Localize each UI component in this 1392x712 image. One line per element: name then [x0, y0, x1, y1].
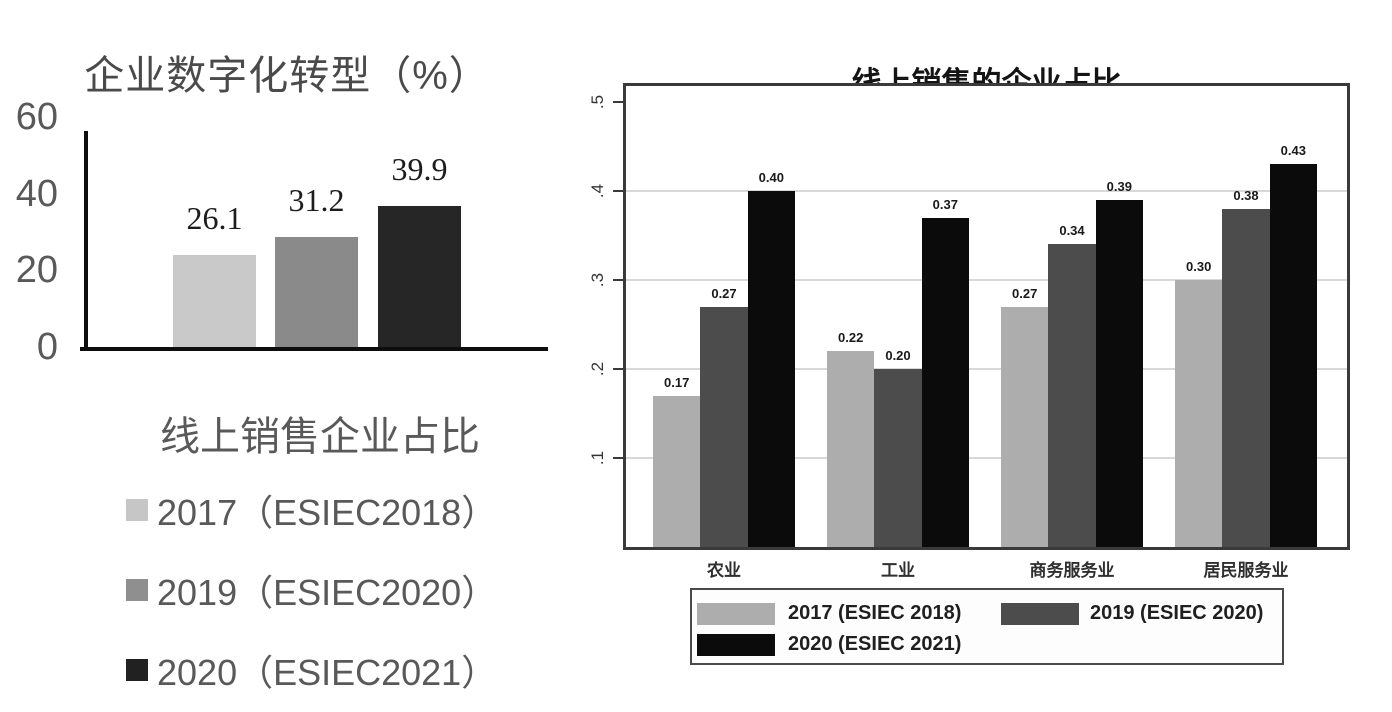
- left-legend-swatch: [126, 499, 148, 521]
- right-legend-swatch: [697, 603, 775, 625]
- right-y-tick-label: .4: [588, 183, 607, 199]
- right-bar-value-label: 0.30: [1186, 259, 1212, 274]
- right-bar-value-label: 0.20: [885, 348, 911, 363]
- right-legend-label: 2019 (ESIEC 2020): [1090, 602, 1264, 624]
- gridline: [626, 457, 1347, 459]
- right-y-tick-label: .5: [588, 94, 607, 110]
- right-y-tick-label: .1: [588, 450, 607, 466]
- right-bar-s1-g2: [1048, 244, 1096, 547]
- right-bar-value-label: 0.27: [1012, 286, 1038, 301]
- right-legend-label: 2017 (ESIEC 2018): [788, 602, 962, 624]
- left-bar-0: [173, 255, 256, 347]
- left-bar-value-label: 26.1: [186, 200, 243, 236]
- left-legend-item-1: 2019（ESIEC2020）: [126, 568, 497, 613]
- left-legend-title: 线上销售企业占比: [160, 415, 480, 459]
- right-y-tick-label: .2: [588, 361, 607, 377]
- left-legend-swatch: [126, 659, 148, 681]
- right-bar-value-label: 0.39: [1106, 179, 1132, 194]
- left-bar-value-label: 39.9: [391, 151, 448, 187]
- gridline: [626, 279, 1347, 281]
- right-bar-s2-g2: [1095, 200, 1143, 547]
- right-legend-swatch: [1001, 603, 1079, 625]
- left-bar-1: [275, 237, 358, 347]
- left-y-tick-label: 60: [15, 96, 58, 139]
- right-bar-value-label: 0.40: [758, 170, 784, 185]
- left-legend-item-0: 2017（ESIEC2018）: [126, 488, 497, 533]
- right-bar-value-label: 0.38: [1233, 188, 1259, 203]
- left-chart-title: 企业数字化转型（%）: [84, 54, 490, 99]
- right-category-label: 工业: [881, 561, 915, 580]
- gridline: [626, 368, 1347, 370]
- left-x-axis-line: [80, 347, 548, 351]
- right-category-label: 居民服务业: [1203, 561, 1289, 580]
- right-legend-label: 2020 (ESIEC 2021): [788, 633, 962, 655]
- right-bar-s0-g0: [653, 396, 701, 547]
- left-y-axis-line: [84, 131, 88, 349]
- left-legend-label: 2020（ESIEC2021）: [157, 652, 498, 693]
- right-plot-area: 0.17 0.22 0.27 0.30 0.27 0.20 0.34 0.38 0.40 0.37…: [623, 83, 1350, 550]
- right-bar-s1-g3: [1222, 209, 1270, 547]
- right-bar-s0-g1: [827, 351, 875, 547]
- right-bar-s2-g0: [747, 191, 795, 547]
- left-legend-label: 2019（ESIEC2020）: [157, 572, 498, 613]
- right-bar-value-label: 0.34: [1059, 223, 1085, 238]
- left-legend-item-2: 2020（ESIEC2021）: [126, 648, 497, 693]
- left-y-tick-label: 40: [15, 172, 58, 215]
- right-legend-box: [690, 588, 1284, 665]
- right-y-tick: [613, 101, 623, 103]
- right-y-tick: [613, 457, 623, 459]
- right-bar-value-label: 0.22: [838, 330, 864, 345]
- right-category-label: 农业: [707, 561, 741, 580]
- right-bar-value-label: 0.37: [932, 197, 958, 212]
- gridline: [626, 190, 1347, 192]
- right-bar-s2-g3: [1269, 164, 1317, 547]
- left-legend-swatch: [126, 579, 148, 601]
- right-bar-s1-g0: [700, 307, 748, 547]
- left-bar-value-label: 31.2: [288, 182, 345, 218]
- right-legend-swatch: [697, 634, 775, 656]
- right-bar-value-label: 0.43: [1280, 143, 1306, 158]
- right-bar-s2-g1: [921, 218, 969, 547]
- right-y-tick: [613, 279, 623, 281]
- left-y-tick-label: 20: [15, 249, 58, 292]
- right-bar-s0-g3: [1175, 280, 1223, 547]
- left-legend-label: 2017（ESIEC2018）: [157, 492, 498, 533]
- right-bar-s1-g1: [874, 369, 922, 547]
- left-bar-2: [378, 206, 461, 347]
- right-y-tick: [613, 190, 623, 192]
- right-bar-s0-g2: [1001, 307, 1049, 547]
- right-y-tick-label: .3: [588, 272, 607, 288]
- left-y-tick-label: 0: [36, 326, 58, 368]
- right-y-tick: [613, 368, 623, 370]
- right-category-label: 商务服务业: [1029, 561, 1115, 580]
- right-bar-value-label: 0.17: [664, 375, 690, 390]
- right-bar-value-label: 0.27: [711, 286, 737, 301]
